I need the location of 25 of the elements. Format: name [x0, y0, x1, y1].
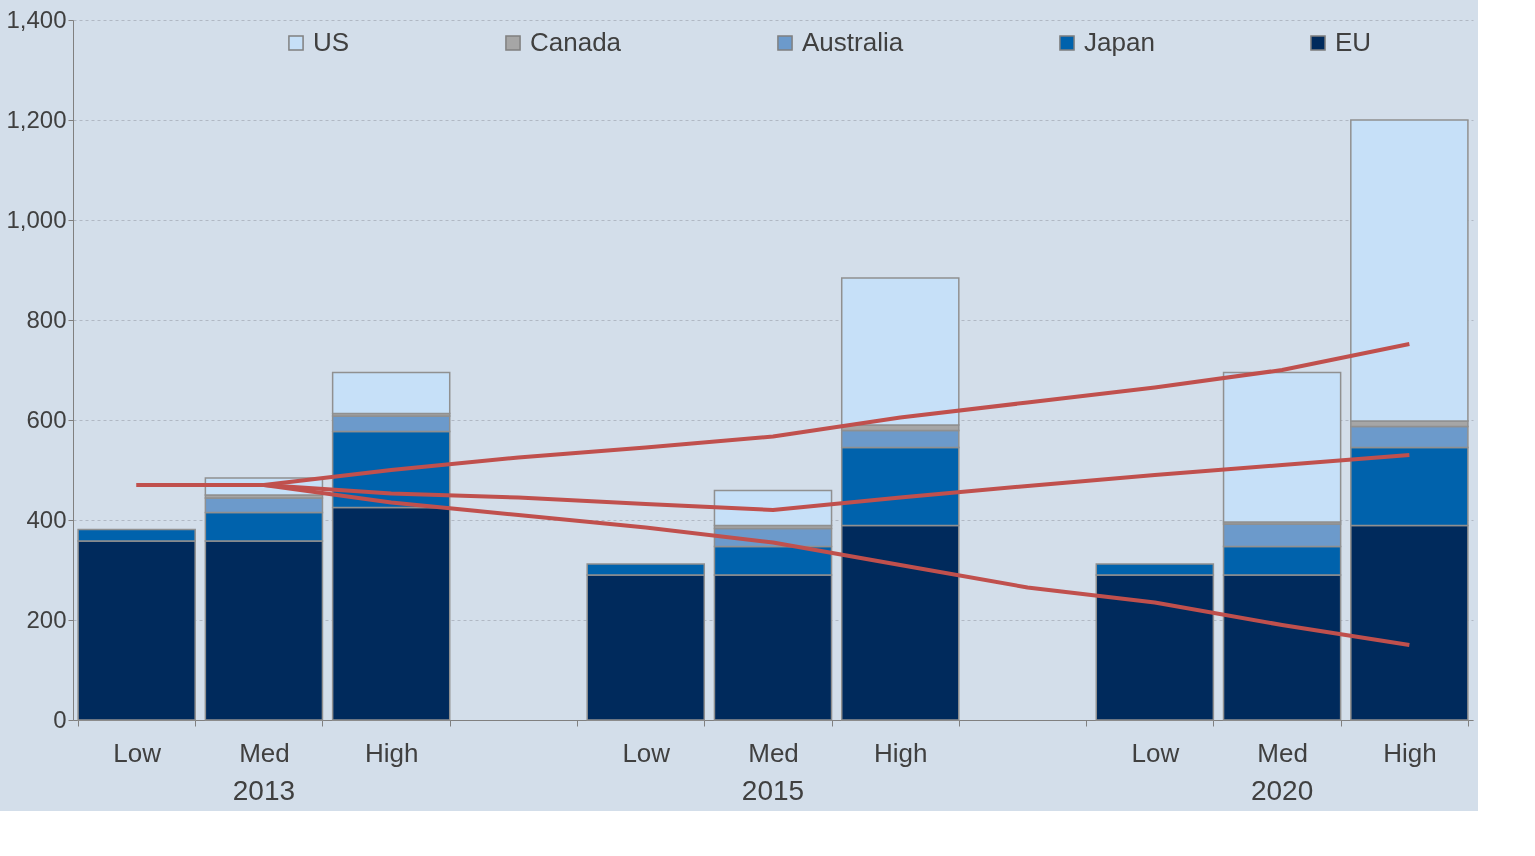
y-tick-label: 400	[26, 505, 67, 533]
y-tick-label: 1,200	[6, 105, 67, 133]
y-tick-label: 1,400	[6, 5, 67, 33]
y-tick-label: 600	[26, 405, 67, 433]
text: 2015	[741, 775, 805, 806]
y-tick-label: 1,000	[6, 205, 67, 233]
legend-label: EU	[1335, 27, 1372, 57]
y-tick-label: 200	[26, 605, 67, 633]
legend-label: Canada	[530, 27, 622, 57]
legend-label: Australia	[802, 27, 904, 57]
x-tick-label: High	[1383, 737, 1437, 768]
x-tick-label: Med	[239, 737, 290, 768]
x-tick-label: Med	[1257, 737, 1308, 768]
y-tick-label: 0	[53, 705, 67, 733]
x-tick-label: High	[874, 737, 928, 768]
x-tick-label: Low	[1131, 737, 1180, 768]
x-tick-label: Low	[622, 737, 671, 768]
text: 2013	[232, 775, 296, 806]
y-tick-label: 800	[26, 305, 67, 333]
x-tick-label: Med	[748, 737, 799, 768]
x-tick-label: Low	[113, 737, 162, 768]
legend-label: Japan	[1084, 27, 1155, 57]
legend-label: US	[313, 27, 350, 57]
text: 2020	[1250, 775, 1314, 806]
x-tick-label: High	[364, 737, 419, 768]
